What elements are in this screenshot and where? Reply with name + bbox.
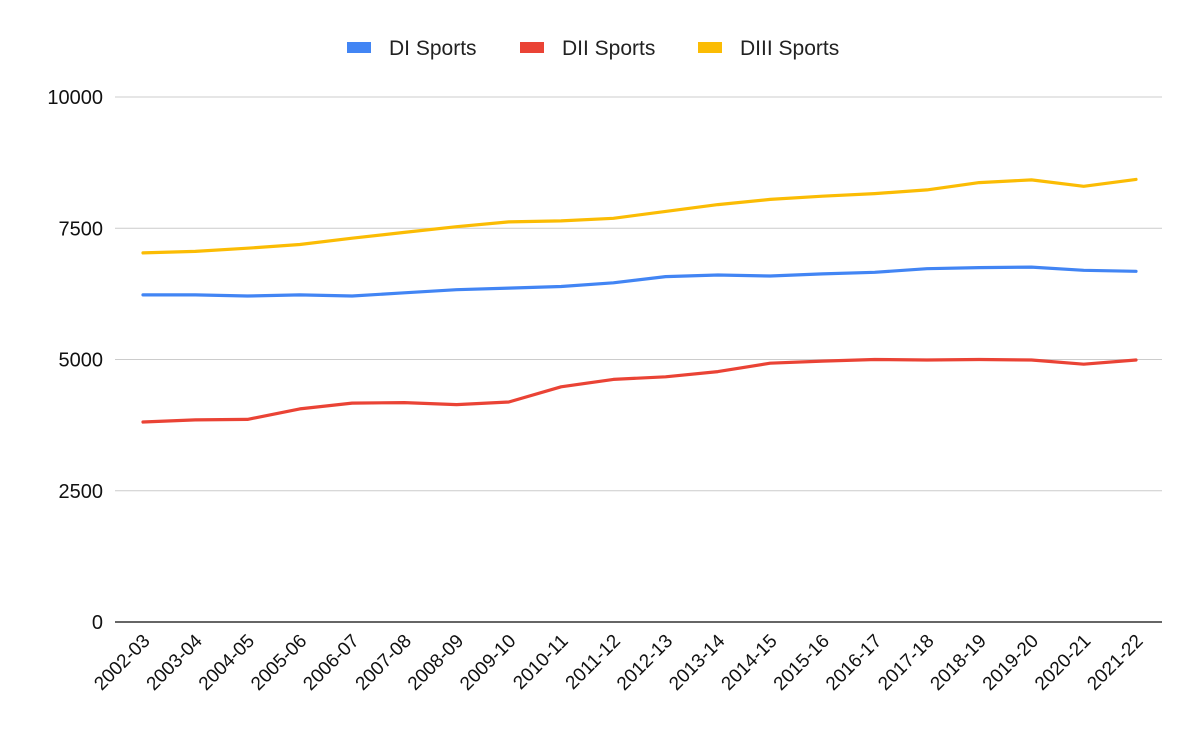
x-tick-label: 2006-07 [299,631,363,695]
legend-label: DI Sports [389,37,477,60]
x-tick-label: 2015-16 [770,631,834,695]
x-tick-label: 2020-21 [1031,631,1095,695]
series-line-di-sports [141,265,1138,298]
x-tick-label: 2016-17 [822,631,886,695]
legend-label: DIII Sports [740,37,839,60]
x-tick-label: 2013-14 [665,630,729,694]
x-tick-label: 2014-15 [718,631,782,695]
x-tick-label: 2007-08 [352,631,416,695]
legend-item-di-sports: DI Sports [347,37,477,60]
y-tick-label: 5000 [59,350,104,372]
x-tick-label: 2005-06 [247,631,311,695]
x-tick-label: 2019-20 [979,631,1043,695]
legend-label: DII Sports [562,37,655,60]
series-layer [141,177,1138,424]
legend-item-diii-sports: DIII Sports [698,37,839,60]
series-line-diii-sports [141,177,1138,255]
x-tick-label: 2003-04 [143,630,207,694]
legend: DI Sports DII Sports DIII Sports [347,37,839,60]
x-tick-label: 2018-19 [927,631,991,695]
x-tick-label: 2008-09 [404,631,468,695]
y-tick-label: 7500 [59,218,104,240]
x-axis-ticks: 2002-032003-042004-052005-062006-072007-… [90,630,1147,694]
y-tick-label: 10000 [47,87,103,109]
legend-swatch [698,42,722,53]
x-tick-label: 2004-05 [195,631,259,695]
y-axis-ticks: 0 2500 5000 7500 10000 [47,87,103,634]
x-tick-label: 2010-11 [509,631,572,694]
series-line-dii-sports [141,357,1138,424]
x-tick-label: 2012-13 [613,631,677,695]
y-tick-label: 2500 [59,481,104,503]
x-tick-label: 2002-03 [90,631,154,695]
x-tick-label: 2009-10 [456,631,520,695]
grid-layer [115,96,1162,623]
x-tick-label: 2017-18 [874,631,938,695]
legend-item-dii-sports: DII Sports [520,37,655,60]
x-tick-label: 2021-22 [1083,631,1147,695]
x-tick-label: 2011-12 [562,631,625,694]
legend-swatch [347,42,371,53]
y-tick-label: 0 [92,612,103,634]
legend-swatch [520,42,544,53]
